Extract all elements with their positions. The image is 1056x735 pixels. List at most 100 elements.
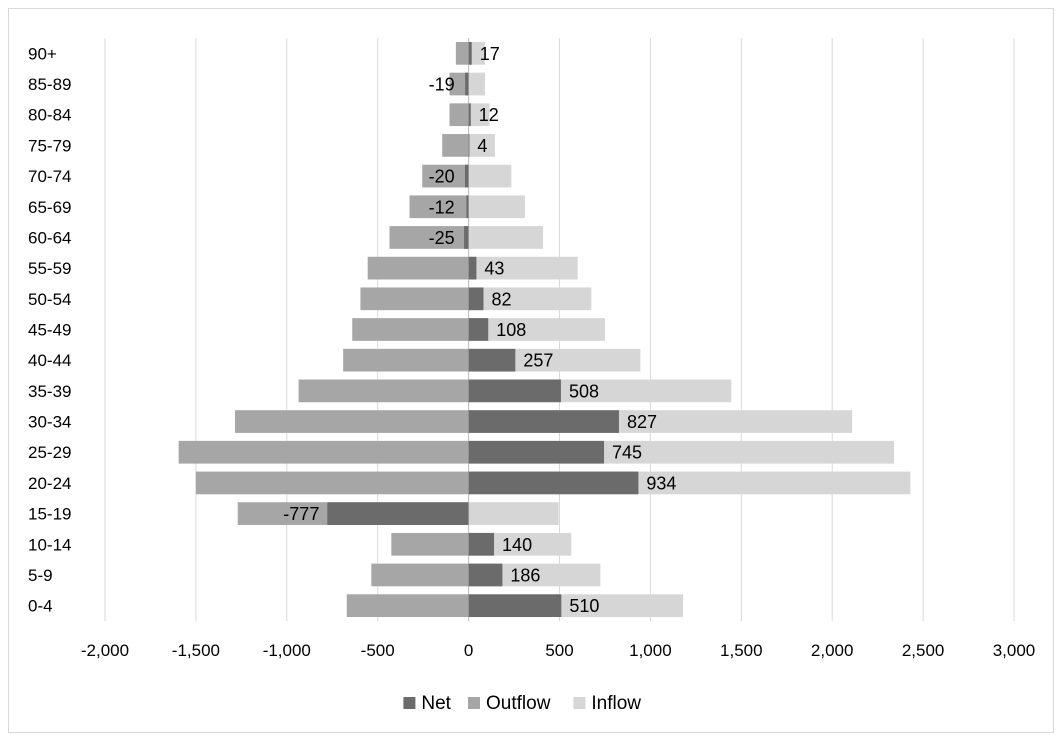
net-bar — [468, 287, 484, 311]
outflow-bar — [391, 532, 469, 556]
net-bar — [468, 134, 470, 157]
y-category-label: 70-74 — [28, 167, 71, 186]
outflow-bar — [346, 594, 469, 618]
inflow-bar — [468, 164, 512, 188]
inflow-bar — [468, 195, 525, 219]
legend: Net Outflow Inflow — [403, 693, 641, 714]
x-tick-label: 0 — [464, 641, 473, 660]
outflow-bar — [449, 103, 469, 127]
net-bar — [468, 563, 503, 587]
outflow-bar — [298, 379, 469, 403]
net-data-label: 43 — [484, 259, 504, 279]
net-bar — [468, 103, 471, 127]
x-tick-label: -500 — [361, 641, 395, 660]
net-data-label: 186 — [510, 565, 540, 585]
y-category-label: 90+ — [28, 44, 57, 63]
y-category-label: 45-49 — [28, 321, 71, 340]
outflow-bar — [422, 164, 469, 188]
bars — [178, 41, 911, 618]
net-bar — [468, 348, 516, 372]
net-bar — [468, 471, 639, 495]
outflow-bar — [442, 134, 469, 157]
y-category-label: 50-54 — [28, 290, 71, 309]
net-legend-label: Net — [421, 693, 451, 714]
net-bar — [468, 440, 605, 464]
gridlines — [104, 38, 1015, 621]
outflow-bar — [409, 195, 469, 219]
x-tick-label: 500 — [545, 641, 573, 660]
outflow-bar — [234, 410, 469, 433]
net-data-label: 4 — [477, 136, 487, 156]
y-category-label: 80-84 — [28, 106, 71, 125]
outflow-bar — [352, 318, 469, 341]
net-data-label: 17 — [480, 44, 500, 64]
x-tick-label: -1,000 — [263, 641, 311, 660]
net-bar — [468, 41, 472, 65]
inflow-bar — [468, 502, 559, 525]
outflow-bar — [343, 348, 469, 372]
net-data-label: -12 — [429, 197, 455, 217]
inflow-bar — [468, 72, 485, 96]
x-tick-label: -1,500 — [172, 641, 220, 660]
x-tick-label: 2,000 — [811, 641, 854, 660]
outflow-bar — [455, 41, 469, 65]
net-data-label: 140 — [502, 535, 532, 555]
x-tick-label: 1,000 — [629, 641, 672, 660]
inflow-bar — [468, 134, 495, 157]
net-bar — [327, 502, 469, 525]
y-category-label: 65-69 — [28, 198, 71, 217]
x-tick-label: -2,000 — [81, 641, 129, 660]
x-tick-label: 3,000 — [993, 641, 1036, 660]
inflow-legend-swatch — [573, 697, 586, 709]
net-data-label: -25 — [429, 228, 455, 248]
net-bar — [468, 594, 562, 618]
outflow-bar — [371, 563, 469, 587]
y-category-label: 55-59 — [28, 259, 71, 278]
y-category-label: 25-29 — [28, 443, 71, 462]
net-bar — [468, 256, 477, 280]
outflow-bar — [367, 256, 469, 280]
outflow-legend-swatch — [468, 697, 480, 709]
net-data-label: 12 — [479, 105, 499, 125]
net-bar — [468, 532, 495, 556]
net-data-label: 745 — [612, 443, 642, 463]
net-bar — [468, 410, 619, 433]
net-data-label: 827 — [627, 412, 657, 432]
outflow-bar — [360, 287, 469, 311]
y-category-label: 40-44 — [28, 351, 71, 370]
y-category-label: 75-79 — [28, 136, 71, 155]
y-category-label: 10-14 — [28, 535, 71, 554]
x-tick-label: 2,500 — [902, 641, 945, 660]
net-data-label: 108 — [496, 320, 526, 340]
net-bar — [468, 379, 561, 403]
inflow-bar — [468, 287, 592, 311]
net-data-label: -20 — [429, 167, 455, 187]
net-legend-swatch — [403, 697, 416, 709]
y-category-label: 85-89 — [28, 75, 71, 94]
inflow-bar — [468, 103, 490, 127]
outflow-bar — [178, 440, 469, 464]
inflow-bar — [468, 532, 572, 556]
net-data-label: -19 — [429, 75, 455, 95]
inflow-legend-label: Inflow — [591, 693, 641, 714]
inflow-bar — [468, 256, 578, 280]
y-category-label: 35-39 — [28, 382, 71, 401]
net-bar — [468, 318, 489, 341]
outflow-bar — [449, 72, 469, 96]
y-category-label: 60-64 — [28, 228, 71, 247]
net-data-label: 82 — [492, 289, 512, 309]
y-category-label: 5-9 — [28, 566, 53, 585]
net-data-label: 508 — [569, 381, 599, 401]
net-bar — [465, 72, 469, 96]
outflow-bar — [389, 226, 469, 249]
y-category-label: 0-4 — [28, 597, 53, 616]
x-axis: -2,000 -1,500 -1,000 -500 0 500 1,000 1,500 2,00… — [81, 641, 1035, 660]
y-category-label: 30-34 — [28, 413, 71, 432]
y-category-label: 15-19 — [28, 505, 71, 524]
net-bar — [464, 226, 469, 249]
net-bar — [464, 164, 469, 188]
inflow-bar — [468, 41, 485, 65]
y-category-label: 20-24 — [28, 474, 71, 493]
